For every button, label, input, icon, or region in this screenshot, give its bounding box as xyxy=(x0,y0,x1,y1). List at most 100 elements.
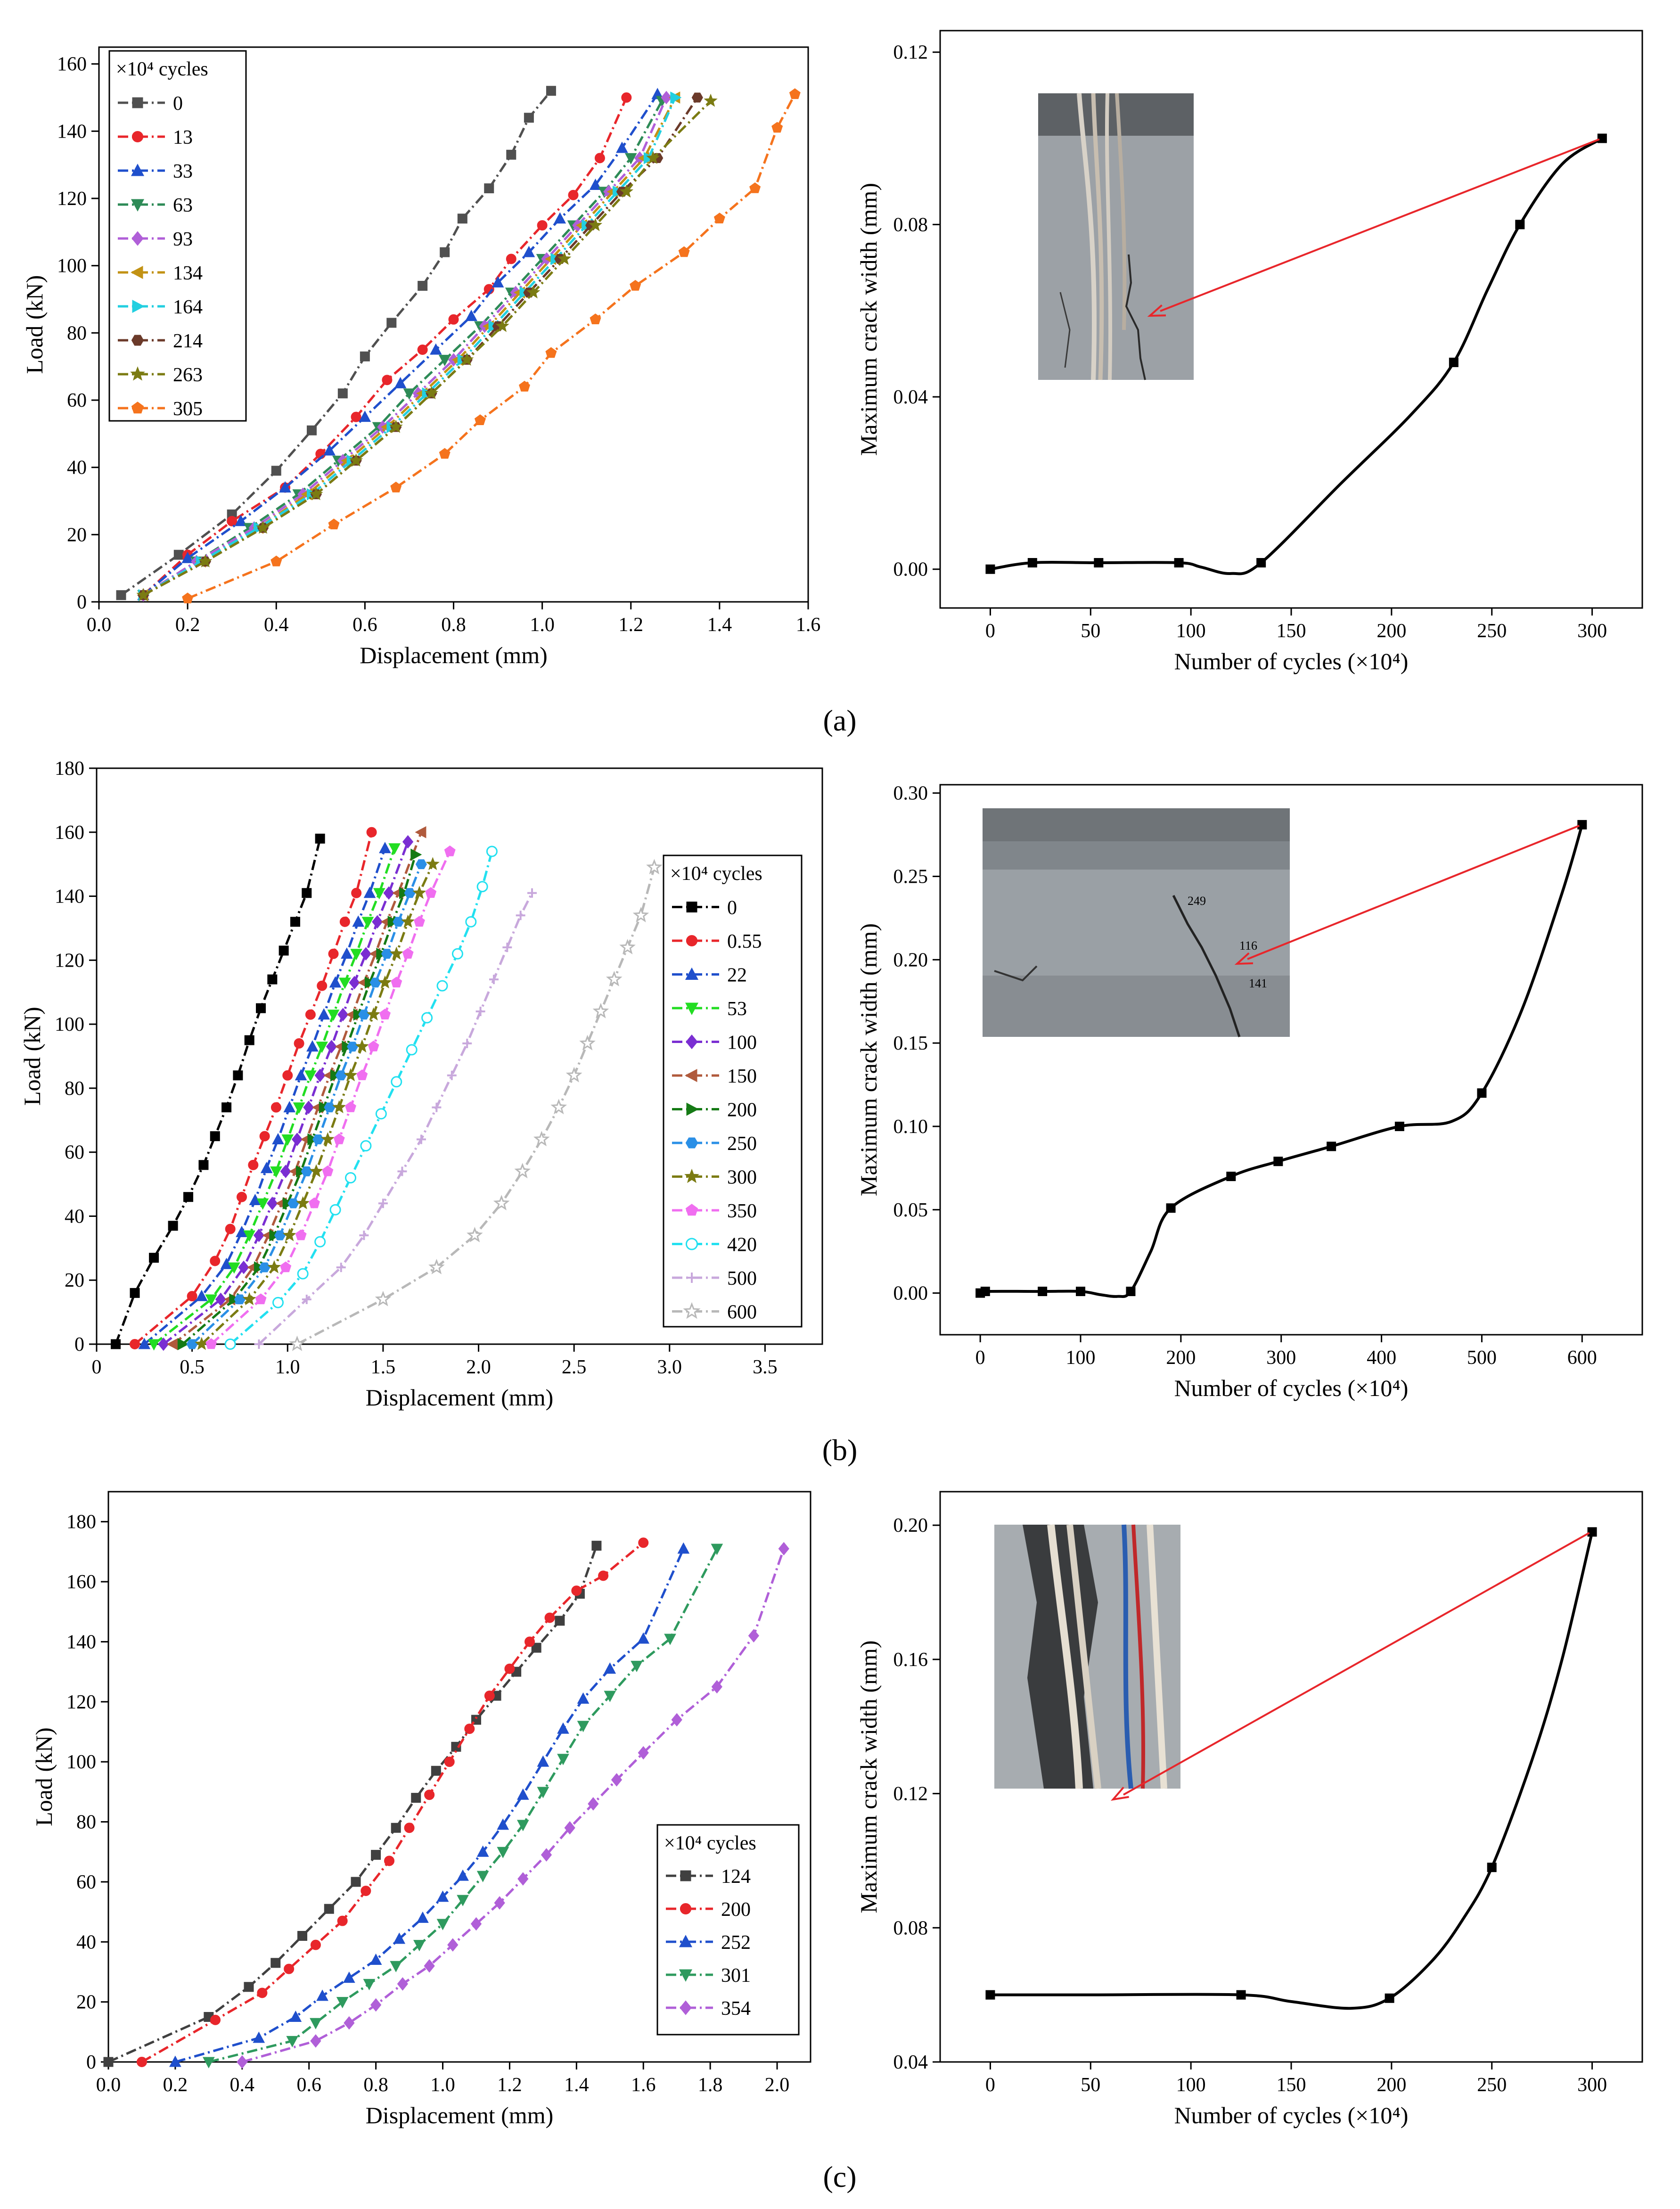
data-point xyxy=(411,1793,421,1803)
data-point xyxy=(390,481,402,493)
data-point xyxy=(1515,220,1525,230)
data-point xyxy=(391,977,402,988)
data-point xyxy=(460,353,474,366)
y-tick-label: 0 xyxy=(86,2052,96,2073)
crack-width-curve xyxy=(990,137,1603,575)
legend-label: 263 xyxy=(173,364,203,386)
y-tick-label: 0.08 xyxy=(893,214,928,236)
data-point xyxy=(351,411,361,422)
y-tick-label: 60 xyxy=(65,1142,84,1164)
data-point xyxy=(259,1262,270,1273)
data-point xyxy=(375,1108,387,1120)
data-point xyxy=(1394,1121,1404,1131)
data-point xyxy=(244,1982,254,1992)
data-point xyxy=(337,1008,349,1022)
legend-title: ×10⁴ cycles xyxy=(116,58,208,80)
x-tick-label: 250 xyxy=(1477,2074,1507,2096)
data-point xyxy=(1256,558,1266,568)
y-tick-label: 0.05 xyxy=(893,1199,928,1221)
data-point xyxy=(406,1044,418,1056)
data-point xyxy=(412,886,426,899)
data-point xyxy=(296,1196,310,1209)
data-point xyxy=(389,419,403,433)
x-tick-label: 1.8 xyxy=(698,2074,723,2096)
data-point xyxy=(210,2014,221,2025)
data-point xyxy=(323,444,336,456)
x-tick-label: 1.0 xyxy=(530,614,555,636)
data-point xyxy=(523,246,535,257)
data-point xyxy=(410,848,422,861)
data-point xyxy=(1487,1863,1497,1872)
legend-label: 250 xyxy=(727,1133,757,1155)
data-point xyxy=(448,314,459,325)
data-point xyxy=(564,1821,575,1835)
series-line xyxy=(115,838,321,1345)
legend-title: ×10⁴ cycles xyxy=(664,1832,756,1854)
legend-swatch-marker xyxy=(131,199,145,212)
data-point xyxy=(571,1585,582,1596)
data-point xyxy=(616,141,628,153)
x-tick-label: 0 xyxy=(975,1347,985,1369)
series-line xyxy=(143,847,386,1345)
data-point xyxy=(425,887,437,898)
data-point xyxy=(413,1940,426,1952)
data-point xyxy=(439,448,451,459)
series-line xyxy=(181,854,417,1345)
data-point xyxy=(378,1199,388,1208)
annotation-arrowhead xyxy=(1110,1786,1129,1801)
y-tick-label: 0.20 xyxy=(893,1515,928,1536)
data-point xyxy=(328,518,340,530)
data-point xyxy=(337,388,348,399)
x-tick-label: 3.0 xyxy=(657,1356,682,1378)
series-124 xyxy=(103,1541,602,2067)
x-axis-title: Displacement (mm) xyxy=(360,642,548,668)
x-tick-label: 150 xyxy=(1277,2074,1306,2096)
data-point xyxy=(130,1339,140,1349)
data-point xyxy=(181,551,194,563)
data-point xyxy=(378,975,392,989)
series-350 xyxy=(205,845,456,1349)
data-point xyxy=(516,911,525,920)
data-point xyxy=(393,917,404,927)
data-point xyxy=(205,1294,217,1306)
data-point xyxy=(267,974,278,985)
x-tick-label: 2.0 xyxy=(466,1356,491,1378)
data-point xyxy=(318,1008,330,1020)
data-point xyxy=(537,220,548,231)
data-point xyxy=(225,1224,236,1234)
legend-label: 252 xyxy=(721,1932,751,1954)
panel-label-a: (a) xyxy=(823,704,856,737)
series-line xyxy=(142,97,628,596)
data-point xyxy=(531,1642,541,1653)
data-point xyxy=(579,1035,596,1051)
data-point xyxy=(502,943,512,953)
y-tick-label: 140 xyxy=(66,1631,96,1653)
legend-swatch-marker xyxy=(131,335,144,346)
data-point xyxy=(136,588,150,601)
data-point xyxy=(345,1172,356,1183)
series-line xyxy=(134,832,373,1345)
y-tick-label: 60 xyxy=(76,1872,96,1893)
chart-a-crack-width: 0 50 100 150 200 250 300 0.00 0.04 0.08 0.12 Number… xyxy=(855,30,1643,674)
y-tick-label: 120 xyxy=(66,1692,96,1713)
y-axis-title: Load (kN) xyxy=(19,1007,45,1106)
annotation-arrow xyxy=(1247,825,1580,960)
x-tick-label: 1.4 xyxy=(564,2074,589,2096)
data-point xyxy=(611,1773,623,1787)
x-tick-label: 250 xyxy=(1477,620,1507,642)
legend-label: 500 xyxy=(727,1268,757,1289)
data-point xyxy=(351,887,362,898)
data-point xyxy=(494,1896,505,1910)
legend-box xyxy=(656,1824,800,2036)
data-point xyxy=(309,1197,320,1208)
legend-swatch-marker xyxy=(686,1034,698,1050)
data-point xyxy=(462,1038,472,1048)
data-point xyxy=(304,1070,317,1082)
data-point xyxy=(557,1754,569,1766)
data-point xyxy=(329,1204,341,1215)
x-tick-label: 0 xyxy=(92,1356,102,1378)
legend-label: 93 xyxy=(173,229,193,250)
chart-c-crack-width: 0 50 100 150 200 250 300 0.04 0.08 0.12 0.16 0.20 Nu… xyxy=(855,1491,1643,2128)
data-point xyxy=(355,1039,369,1053)
data-point xyxy=(358,1010,370,1020)
